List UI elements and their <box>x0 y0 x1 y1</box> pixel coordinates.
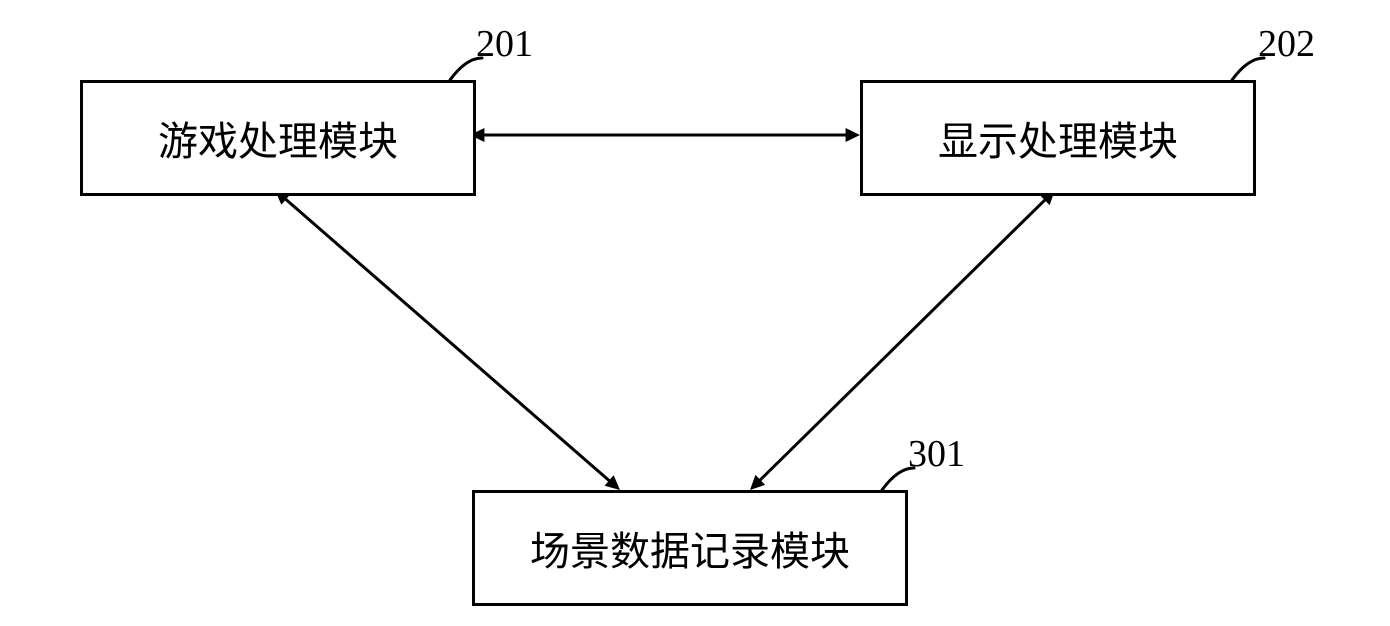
ref-label-202: 202 <box>1258 22 1315 66</box>
ref-label-301: 301 <box>908 432 965 476</box>
ref-label-201: 201 <box>476 22 533 66</box>
node-game-processing: 游戏处理模块 <box>80 80 476 196</box>
node-label: 游戏处理模块 <box>158 109 398 167</box>
node-scene-data-recording: 场景数据记录模块 <box>472 490 908 606</box>
node-label: 显示处理模块 <box>938 109 1178 167</box>
node-label: 场景数据记录模块 <box>530 519 850 577</box>
node-display-processing: 显示处理模块 <box>860 80 1256 196</box>
